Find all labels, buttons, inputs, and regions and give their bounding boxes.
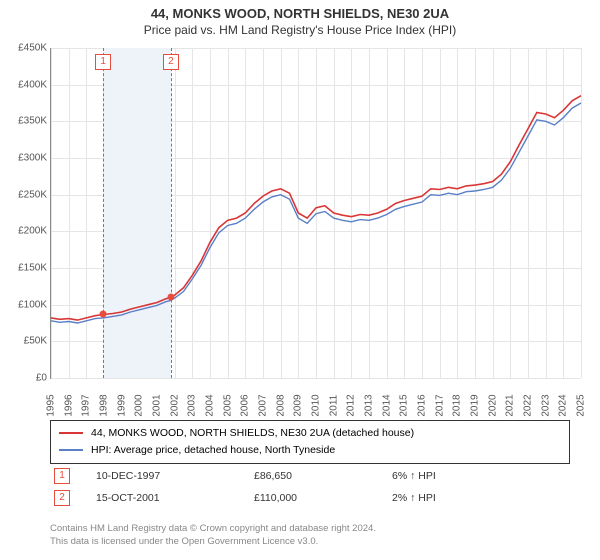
x-axis-label: 2003 (187, 394, 198, 416)
event-marker-box: 1 (54, 468, 70, 484)
y-axis-label: £50K (3, 336, 47, 347)
x-axis-label: 2009 (293, 394, 304, 416)
attribution-line: This data is licensed under the Open Gov… (50, 536, 570, 549)
x-axis-label: 2013 (364, 394, 375, 416)
x-axis-label: 2021 (505, 394, 516, 416)
event-row: 2 15-OCT-2001 £110,000 2% ↑ HPI (50, 487, 570, 509)
x-axis-label: 1998 (99, 394, 110, 416)
x-axis-label: 2016 (417, 394, 428, 416)
x-axis-label: 2012 (346, 394, 357, 416)
x-axis-label: 2014 (381, 394, 392, 416)
marker-line (171, 48, 172, 378)
event-hpi-delta: 2% ↑ HPI (388, 487, 570, 509)
legend-item-property: 44, MONKS WOOD, NORTH SHIELDS, NE30 2UA … (59, 425, 561, 442)
legend-swatch (59, 449, 83, 451)
event-price: £110,000 (250, 487, 388, 509)
event-price: £86,650 (250, 465, 388, 487)
legend-box: 44, MONKS WOOD, NORTH SHIELDS, NE30 2UA … (50, 420, 570, 464)
attribution-line: Contains HM Land Registry data © Crown c… (50, 523, 570, 536)
series-property (51, 96, 581, 320)
y-axis-label: £150K (3, 263, 47, 274)
attribution-text: Contains HM Land Registry data © Crown c… (50, 523, 570, 549)
y-axis-label: £400K (3, 79, 47, 90)
legend-item-hpi: HPI: Average price, detached house, Nort… (59, 442, 561, 459)
chart-subtitle: Price paid vs. HM Land Registry's House … (0, 21, 600, 37)
x-axis-label: 2000 (134, 394, 145, 416)
events-table: 1 10-DEC-1997 £86,650 6% ↑ HPI 2 15-OCT-… (50, 465, 570, 509)
x-axis-label: 1999 (116, 394, 127, 416)
event-date: 10-DEC-1997 (92, 465, 250, 487)
y-axis-label: £200K (3, 226, 47, 237)
x-axis-label: 2022 (523, 394, 534, 416)
x-axis-label: 2005 (222, 394, 233, 416)
x-axis-label: 2004 (205, 394, 216, 416)
event-hpi-delta: 6% ↑ HPI (388, 465, 570, 487)
event-date: 15-OCT-2001 (92, 487, 250, 509)
x-axis-label: 2024 (558, 394, 569, 416)
x-axis-label: 2006 (240, 394, 251, 416)
plot-area: £0£50K£100K£150K£200K£250K£300K£350K£400… (50, 48, 581, 379)
x-axis-label: 2015 (399, 394, 410, 416)
x-axis-label: 2001 (152, 394, 163, 416)
marker-box: 1 (95, 54, 111, 70)
y-axis-label: £300K (3, 153, 47, 164)
gridline-h (51, 378, 581, 379)
marker-box: 2 (163, 54, 179, 70)
y-axis-label: £0 (3, 373, 47, 384)
legend-label: 44, MONKS WOOD, NORTH SHIELDS, NE30 2UA … (91, 425, 414, 442)
x-axis-label: 2011 (328, 395, 339, 417)
marker-point (167, 294, 174, 301)
y-axis-label: £350K (3, 116, 47, 127)
y-axis-label: £450K (3, 43, 47, 54)
marker-line (103, 48, 104, 378)
chart-container: 44, MONKS WOOD, NORTH SHIELDS, NE30 2UA … (0, 0, 600, 560)
x-axis-label: 2010 (311, 394, 322, 416)
x-axis-label: 2019 (470, 394, 481, 416)
series-hpi (51, 103, 581, 323)
x-axis-label: 2007 (258, 394, 269, 416)
legend-swatch (59, 432, 83, 434)
x-axis-label: 2018 (452, 394, 463, 416)
x-axis-label: 1997 (81, 394, 92, 416)
x-axis-label: 1995 (46, 394, 57, 416)
y-axis-label: £250K (3, 189, 47, 200)
line-series-svg (51, 48, 581, 378)
x-axis-label: 2023 (540, 394, 551, 416)
x-axis-label: 2020 (487, 394, 498, 416)
x-axis-label: 2002 (169, 394, 180, 416)
x-axis-label: 2008 (275, 394, 286, 416)
event-marker-box: 2 (54, 490, 70, 506)
x-axis-label: 2017 (434, 394, 445, 416)
event-row: 1 10-DEC-1997 £86,650 6% ↑ HPI (50, 465, 570, 487)
x-axis-label: 2025 (576, 394, 587, 416)
x-axis-label: 1996 (63, 394, 74, 416)
gridline-v (581, 48, 582, 378)
y-axis-label: £100K (3, 299, 47, 310)
marker-point (100, 311, 107, 318)
chart-title: 44, MONKS WOOD, NORTH SHIELDS, NE30 2UA (0, 0, 600, 21)
legend-label: HPI: Average price, detached house, Nort… (91, 442, 335, 459)
